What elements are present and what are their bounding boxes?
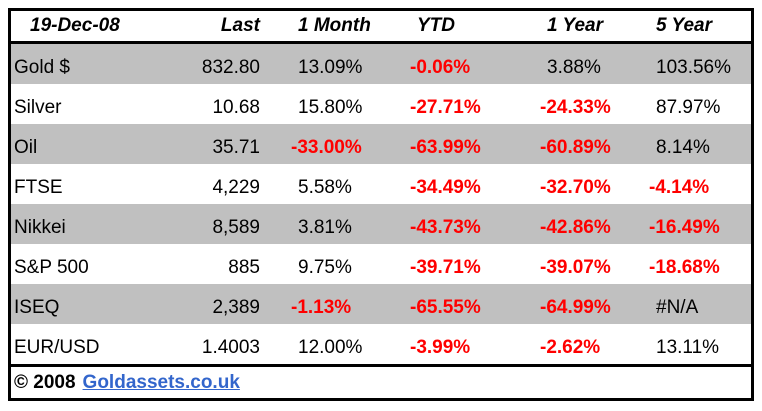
column-header-1year: 1 Year	[547, 14, 603, 36]
cell-5year: -4.14%	[649, 177, 710, 199]
row-label: Silver	[14, 97, 62, 119]
column-header-5year: 5 Year	[656, 14, 712, 36]
cell-ytd: -3.99%	[410, 337, 471, 359]
cell-ytd: -43.73%	[410, 217, 481, 239]
cell-5year: -16.49%	[649, 217, 720, 239]
cell-1year: -2.62%	[540, 337, 601, 359]
table-row-silver: Silver 10.68 15.80% -27.71% -24.33% 87.9…	[11, 84, 751, 124]
table-row-gold: Gold $ 832.80 13.09% -0.06% 3.88% 103.56…	[11, 44, 751, 84]
cell-last: 2,389	[212, 297, 260, 319]
copyright-text: © 2008	[14, 371, 76, 393]
cell-1month: 15.80%	[298, 97, 363, 119]
column-header-1month: 1 Month	[298, 14, 371, 36]
table-footer: © 2008 Goldassets.co.uk	[11, 364, 751, 398]
cell-last: 35.71	[212, 137, 260, 159]
goldassets-link[interactable]: Goldassets.co.uk	[82, 371, 240, 393]
cell-1year: 3.88%	[547, 57, 601, 79]
cell-ytd: -65.55%	[410, 297, 481, 319]
table-header-row: 19-Dec-08 Last 1 Month YTD 1 Year 5 Year	[11, 11, 751, 44]
cell-last: 10.68	[212, 97, 260, 119]
cell-1year: -60.89%	[540, 137, 611, 159]
table-row-oil: Oil 35.71 -33.00% -63.99% -60.89% 8.14%	[11, 124, 751, 164]
table-row-ftse: FTSE 4,229 5.58% -34.49% -32.70% -4.14%	[11, 164, 751, 204]
cell-1month: 3.81%	[298, 217, 352, 239]
cell-last: 8,589	[212, 217, 260, 239]
table-body: Gold $ 832.80 13.09% -0.06% 3.88% 103.56…	[11, 44, 751, 364]
cell-ytd: -34.49%	[410, 177, 481, 199]
cell-last: 4,229	[212, 177, 260, 199]
cell-ytd: -39.71%	[410, 257, 481, 279]
cell-1month: 13.09%	[298, 57, 363, 79]
cell-1month: -1.13%	[291, 297, 352, 319]
cell-ytd: -27.71%	[410, 97, 481, 119]
cell-5year: -18.68%	[649, 257, 720, 279]
cell-1year: -64.99%	[540, 297, 611, 319]
row-label: Gold $	[14, 57, 70, 79]
column-header-last: Last	[220, 14, 260, 36]
column-header-date: 19-Dec-08	[30, 14, 120, 36]
column-header-ytd: YTD	[417, 14, 455, 36]
table-row-eurusd: EUR/USD 1.4003 12.00% -3.99% -2.62% 13.1…	[11, 324, 751, 364]
cell-5year: #N/A	[656, 297, 699, 319]
row-label: ISEQ	[14, 297, 60, 319]
row-label: Oil	[14, 137, 38, 159]
row-label: EUR/USD	[14, 337, 100, 359]
cell-last: 832.80	[201, 57, 260, 79]
market-performance-table: 19-Dec-08 Last 1 Month YTD 1 Year 5 Year…	[8, 8, 754, 401]
cell-1month: 5.58%	[298, 177, 352, 199]
table-row-iseq: ISEQ 2,389 -1.13% -65.55% -64.99% #N/A	[11, 284, 751, 324]
table-row-nikkei: Nikkei 8,589 3.81% -43.73% -42.86% -16.4…	[11, 204, 751, 244]
cell-5year: 8.14%	[656, 137, 710, 159]
row-label: S&P 500	[14, 257, 89, 279]
table-row-sp500: S&P 500 885 9.75% -39.71% -39.07% -18.68…	[11, 244, 751, 284]
row-label: FTSE	[14, 177, 63, 199]
cell-1year: -42.86%	[540, 217, 611, 239]
cell-ytd: -0.06%	[410, 57, 471, 79]
cell-1month: -33.00%	[291, 137, 362, 159]
cell-1month: 9.75%	[298, 257, 352, 279]
cell-1year: -39.07%	[540, 257, 611, 279]
cell-1year: -24.33%	[540, 97, 611, 119]
row-label: Nikkei	[14, 217, 66, 239]
cell-last: 1.4003	[201, 337, 260, 359]
cell-last: 885	[228, 257, 260, 279]
cell-5year: 103.56%	[656, 57, 732, 79]
cell-1month: 12.00%	[298, 337, 363, 359]
cell-5year: 13.11%	[656, 337, 720, 359]
cell-ytd: -63.99%	[410, 137, 481, 159]
cell-5year: 87.97%	[656, 97, 721, 119]
cell-1year: -32.70%	[540, 177, 611, 199]
